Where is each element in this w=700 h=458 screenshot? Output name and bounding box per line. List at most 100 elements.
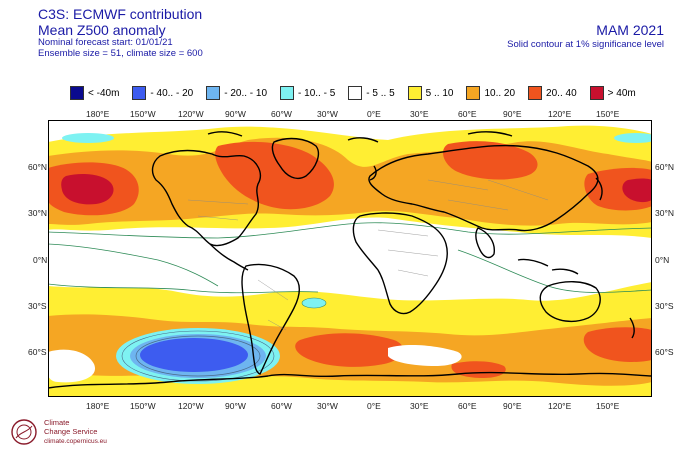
coast-africa [352, 212, 448, 315]
lon-top-label: 30°W [317, 109, 338, 119]
legend-item: - 10.. - 5 [280, 86, 335, 100]
footer-text: Climate Change Service climate.copernicu… [44, 418, 107, 446]
lon-bottom-label: 90°E [503, 401, 522, 411]
brand-line-1: Climate [44, 418, 70, 427]
legend-swatch [528, 86, 543, 100]
lon-top-label: 120°W [178, 109, 204, 119]
significance-note: Solid contour at 1% significance level [507, 38, 664, 50]
lon-top-label: 60°E [458, 109, 477, 119]
lon-top-label: 30°E [410, 109, 429, 119]
lat-left-label: 60°S [28, 347, 47, 357]
lon-bottom-label: 120°W [178, 401, 204, 411]
lon-top-label: 60°W [271, 109, 292, 119]
lon-bottom-label: 60°W [271, 401, 292, 411]
anomaly-blue-south-pacific [140, 338, 248, 372]
anomaly-red-orange-siberia [443, 141, 538, 180]
legend-item: - 20.. - 10 [206, 86, 267, 100]
lat-left-label: 0°N [33, 255, 48, 265]
map-canvas [48, 120, 652, 397]
legend-swatch [70, 86, 84, 100]
lon-bottom-label: 150°E [596, 401, 620, 411]
title-line-2: Mean Z500 anomaly [38, 22, 166, 39]
legend-item: > 40m [589, 86, 636, 100]
lon-top-label: 90°W [225, 109, 246, 119]
coast-north-america [151, 149, 262, 247]
footer-url[interactable]: climate.copernicus.eu [44, 438, 107, 445]
anomaly-cyan-south-atlantic-small [301, 297, 327, 309]
legend-item: < -40m [70, 86, 119, 100]
forecast-start: Nominal forecast start: 01/01/21 [38, 37, 173, 49]
ensemble-size: Ensemble size = 51, climate size = 600 [38, 48, 203, 60]
map-frame [48, 120, 652, 397]
legend-label: 20.. 40 [546, 87, 577, 99]
lat-right-label: 60°N [655, 162, 674, 172]
country-borders [187, 179, 549, 331]
anomaly-red-orange-atlantic [215, 141, 334, 210]
anomaly-red-orange-south-atlantic [295, 333, 404, 367]
title-line-1: C3S: ECMWF contribution [38, 6, 203, 22]
lon-bottom-label: 150°W [130, 401, 156, 411]
lat-right-label: 30°N [655, 208, 674, 218]
legend-label: 10.. 20 [484, 87, 516, 99]
coast-uk [369, 165, 377, 181]
legend-label: < -40m [88, 87, 120, 99]
legend-swatch [589, 86, 604, 100]
legend-item: - 5 .. 5 [348, 86, 395, 100]
coast-arctic-islands [207, 131, 513, 143]
legend-item: - 40.. - 20 [132, 86, 193, 100]
coast-indonesia [517, 258, 579, 275]
legend-swatch [132, 86, 147, 100]
lon-top-label: 120°E [548, 109, 572, 119]
coast-india [475, 227, 495, 259]
legend-item: 10.. 20 [466, 86, 515, 100]
legend-swatch [466, 86, 481, 100]
lon-top-label: 180°E [86, 109, 110, 119]
coast-antarctica [48, 371, 652, 389]
legend-item: 20.. 40 [528, 86, 577, 100]
lon-bottom-label: 90°W [225, 401, 246, 411]
legend-item: 5 .. 10 [407, 86, 454, 100]
lon-bottom-label: 120°E [548, 401, 572, 411]
copernicus-logo-icon [11, 419, 37, 445]
legend-label: - 20.. - 10 [224, 87, 268, 99]
lon-top-label: 150°E [596, 109, 620, 119]
significance-contour [48, 243, 219, 287]
lon-bottom-label: 30°W [317, 401, 338, 411]
coastlines [48, 131, 652, 389]
lat-right-label: 0°N [655, 255, 670, 265]
season-block: MAM 2021 Solid contour at 1% significanc… [507, 22, 664, 50]
significance-contour [48, 222, 652, 239]
lat-left-label: 60°N [28, 162, 47, 172]
title-block: C3S: ECMWF contribution Mean Z500 anomal… [38, 6, 203, 60]
lat-right-label: 60°S [655, 347, 674, 357]
lon-top-label: 0°E [367, 109, 381, 119]
legend-label: 5 .. 10 [425, 87, 454, 99]
legend-label: - 10.. - 5 [298, 87, 336, 99]
lat-left-label: 30°N [28, 208, 47, 218]
lon-bottom-label: 30°E [410, 401, 429, 411]
coast-japan [595, 177, 603, 201]
legend-label: - 40.. - 20 [150, 87, 194, 99]
anomaly-contour-ring [135, 335, 261, 377]
lon-top-label: 90°E [503, 109, 522, 119]
anomaly-red-orange-south-pacific-east [583, 327, 652, 362]
lat-left-label: 30°S [28, 301, 47, 311]
legend-swatch [280, 86, 295, 100]
anomaly-white-south-mid [388, 345, 462, 366]
coast-new-zealand [629, 317, 635, 339]
anomaly-map [48, 120, 652, 397]
season-label: MAM 2021 [596, 22, 664, 38]
lat-right-label: 30°S [655, 301, 674, 311]
coast-australia [539, 281, 601, 323]
legend: < -40m - 40.. - 20 - 20.. - 10 - 10.. - … [70, 86, 649, 100]
coast-eurasia [368, 144, 599, 232]
footer: Climate Change Service climate.copernicu… [10, 418, 107, 446]
legend-label: > 40m [607, 87, 636, 99]
lon-bottom-label: 60°E [458, 401, 477, 411]
anomaly-cyan-arctic-east [614, 133, 652, 143]
lon-top-label: 150°W [130, 109, 156, 119]
anomaly-dark-red-pacific-ne [622, 178, 652, 203]
legend-label: - 5 .. 5 [366, 87, 395, 99]
anomaly-contour-ring-outer [121, 330, 275, 382]
significance-contour [48, 283, 319, 294]
